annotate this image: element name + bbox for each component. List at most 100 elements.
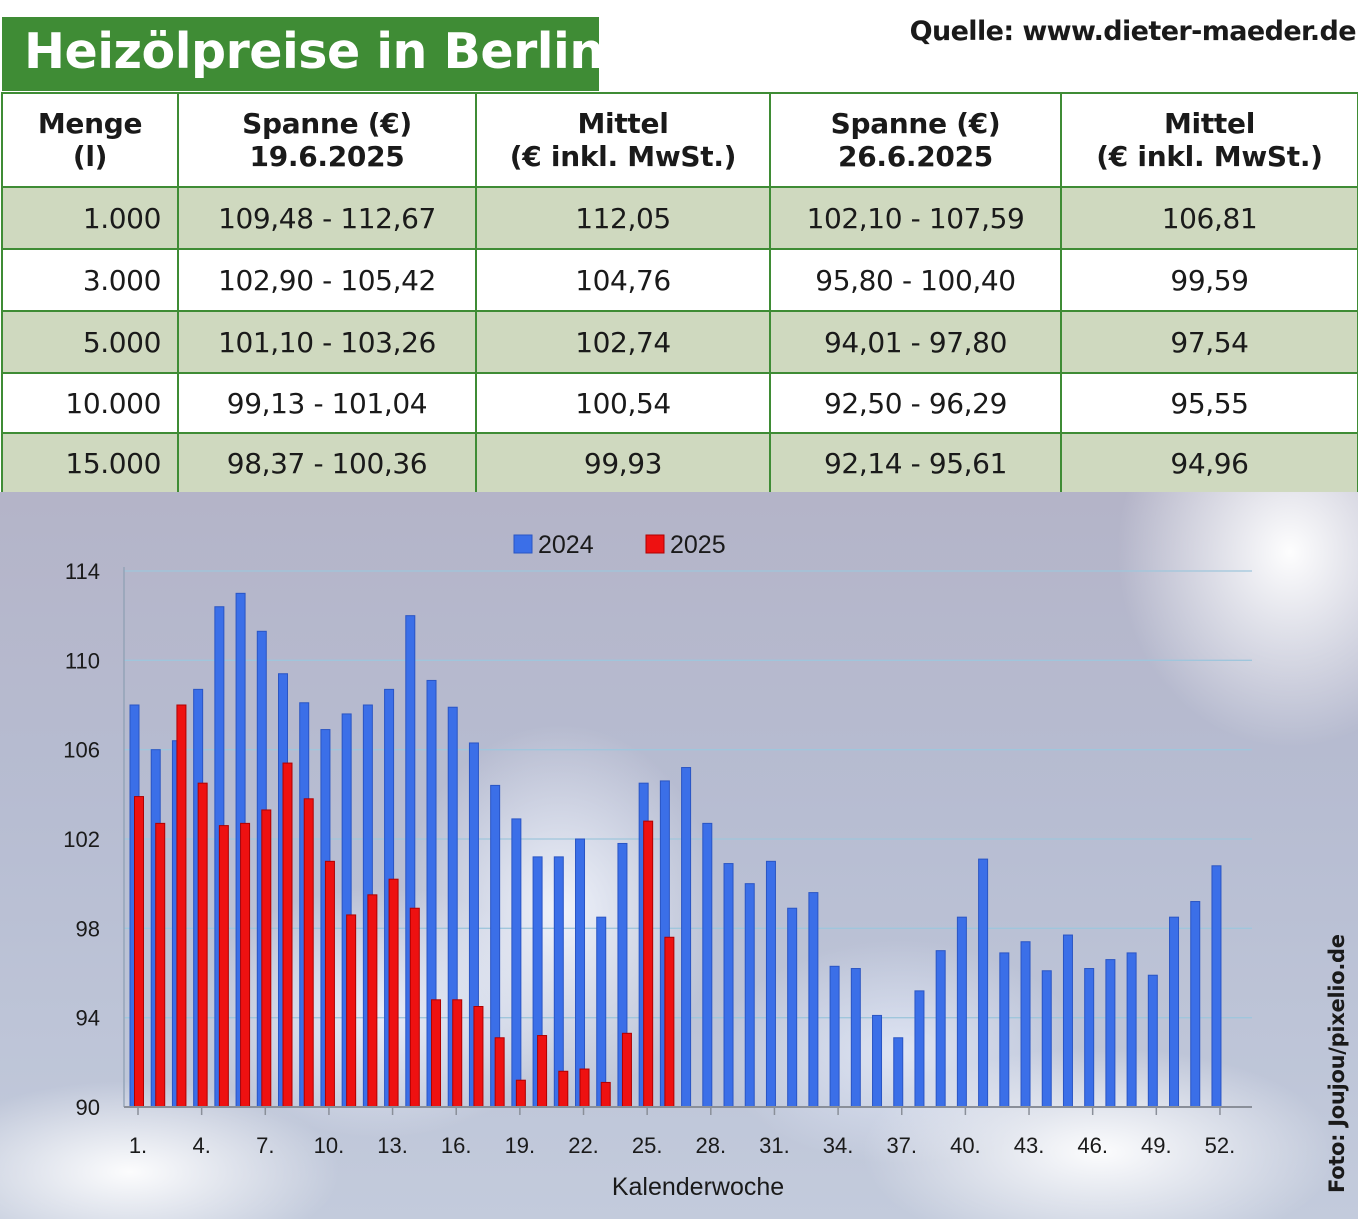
bar-2025: [515, 1079, 526, 1108]
x-tick-label: 46.: [1077, 1133, 1108, 1158]
table-header-row: Menge (l) Spanne (€) 19.6.2025 Mittel (€ in…: [1, 92, 1358, 188]
chart-panel: 90 94 98 102 106 110 114 1. 4. 7. 10. 13. 16. 19. 22. 2…: [0, 492, 1358, 1219]
legend-label-2024: 2024: [538, 531, 594, 559]
x-tick-label: 1.: [129, 1133, 147, 1158]
cell-menge: 10.000: [1, 372, 179, 434]
legend-swatch-2025: [645, 534, 665, 554]
cell-mittel-2: 106,81: [1060, 186, 1358, 250]
bar-2024: [1062, 934, 1073, 1108]
table-row: 1.000 109,48 - 112,67 112,05 102,10 - 10…: [1, 186, 1358, 250]
bar-2024: [1105, 959, 1116, 1108]
bar-2025: [388, 878, 399, 1108]
photo-credit: Foto: Joujou/pixelio.de: [1325, 934, 1349, 1193]
cell-mittel-2: 97,54: [1060, 310, 1358, 374]
x-tick-label: 16.: [441, 1133, 472, 1158]
x-tick-label: 43.: [1014, 1133, 1045, 1158]
bar-2024: [956, 916, 967, 1108]
bar-2024: [893, 1037, 904, 1108]
cell-mittel-1: 104,76: [475, 248, 771, 312]
cell-spanne-1: 101,10 - 103,26: [177, 310, 477, 374]
cell-spanne-2: 92,50 - 96,29: [769, 372, 1062, 434]
bar-2024: [829, 965, 840, 1108]
y-tick-label: 94: [76, 1006, 100, 1031]
bar-2024: [935, 950, 946, 1108]
bar-2025: [367, 894, 378, 1108]
bar-2024: [596, 916, 607, 1108]
bar-2024: [787, 907, 798, 1108]
bar-2025: [197, 782, 208, 1108]
table-row: 5.000 101,10 - 103,26 102,74 94,01 - 97,…: [1, 310, 1358, 374]
cell-menge: 3.000: [1, 248, 179, 312]
table-row: 15.000 98,37 - 100,36 99,93 92,14 - 95,6…: [1, 432, 1358, 494]
cell-mittel-2: 99,59: [1060, 248, 1358, 312]
x-tick-label: 4.: [192, 1133, 210, 1158]
legend-swatch-2024: [513, 534, 533, 554]
bar-2025: [303, 798, 314, 1108]
cell-spanne-1: 102,90 - 105,42: [177, 248, 477, 312]
bar-2025: [600, 1081, 611, 1108]
bar-2025: [324, 860, 335, 1108]
x-tick-label: 19.: [505, 1133, 536, 1158]
cell-spanne-1: 98,37 - 100,36: [177, 432, 477, 494]
cell-spanne-2: 102,10 - 107,59: [769, 186, 1062, 250]
table-row: 3.000 102,90 - 105,42 104,76 95,80 - 100…: [1, 248, 1358, 312]
x-tick-label: 34.: [823, 1133, 854, 1158]
bar-2025: [240, 822, 251, 1108]
bar-2025: [494, 1037, 505, 1108]
bar-2025: [346, 914, 357, 1108]
bar-2024: [1147, 974, 1158, 1108]
bar-2025: [431, 999, 442, 1108]
bar-2024: [808, 892, 819, 1108]
y-tick-label: 98: [76, 916, 100, 941]
bar-2024: [999, 952, 1010, 1108]
bar-2025: [579, 1068, 590, 1108]
bar-2025: [155, 822, 166, 1108]
source-credit: Quelle: www.dieter-maeder.de: [909, 16, 1357, 47]
bar-2024: [1169, 916, 1180, 1108]
legend-label-2025: 2025: [670, 531, 726, 559]
bar-2024: [553, 856, 564, 1108]
x-tick-label: 49.: [1141, 1133, 1172, 1158]
bar-2024: [723, 863, 734, 1108]
y-tick-label: 102: [63, 827, 100, 852]
bar-2024: [702, 822, 713, 1108]
bar-2025: [643, 820, 654, 1108]
bar-2024: [978, 858, 989, 1108]
bar-2025: [261, 809, 272, 1108]
bar-2024: [1020, 941, 1031, 1108]
bar-2024: [1211, 865, 1222, 1108]
y-tick-label: 90: [76, 1095, 100, 1120]
bar-2024: [1041, 970, 1052, 1108]
x-tick-label: 28.: [696, 1133, 727, 1158]
column-header-mittel-2: Mittel (€ inkl. MwSt.): [1060, 92, 1358, 188]
x-tick-label: 22.: [568, 1133, 599, 1158]
bar-2024: [850, 968, 861, 1108]
cell-mittel-2: 95,55: [1060, 372, 1358, 434]
x-tick-label: 13.: [377, 1133, 408, 1158]
x-tick-label: 31.: [759, 1133, 790, 1158]
bar-2024: [1190, 901, 1201, 1108]
column-header-mittel-1: Mittel (€ inkl. MwSt.): [475, 92, 771, 188]
table-row: 10.000 99,13 - 101,04 100,54 92,50 - 96,…: [1, 372, 1358, 434]
bar-2025: [621, 1032, 632, 1108]
bar-2025: [282, 762, 293, 1108]
bar-2025: [218, 825, 229, 1108]
cell-mittel-1: 99,93: [475, 432, 771, 494]
bar-2025: [537, 1035, 548, 1108]
cell-menge: 1.000: [1, 186, 179, 250]
bar-2025: [134, 796, 144, 1108]
bar-2025: [409, 907, 420, 1108]
cell-mittel-1: 112,05: [475, 186, 771, 250]
bar-2024: [872, 1014, 883, 1108]
cell-spanne-2: 92,14 - 95,61: [769, 432, 1062, 494]
bar-2024: [1126, 952, 1137, 1108]
bar-2025: [473, 1006, 484, 1108]
price-table: Menge (l) Spanne (€) 19.6.2025 Mittel (€ in…: [1, 92, 1358, 494]
bar-2024: [511, 818, 522, 1108]
x-tick-label: 40.: [950, 1133, 981, 1158]
x-tick-label: 37.: [886, 1133, 917, 1158]
column-header-spanne-2: Spanne (€) 26.6.2025: [769, 92, 1062, 188]
cell-spanne-1: 109,48 - 112,67: [177, 186, 477, 250]
cell-spanne-1: 99,13 - 101,04: [177, 372, 477, 434]
cell-menge: 15.000: [1, 432, 179, 494]
